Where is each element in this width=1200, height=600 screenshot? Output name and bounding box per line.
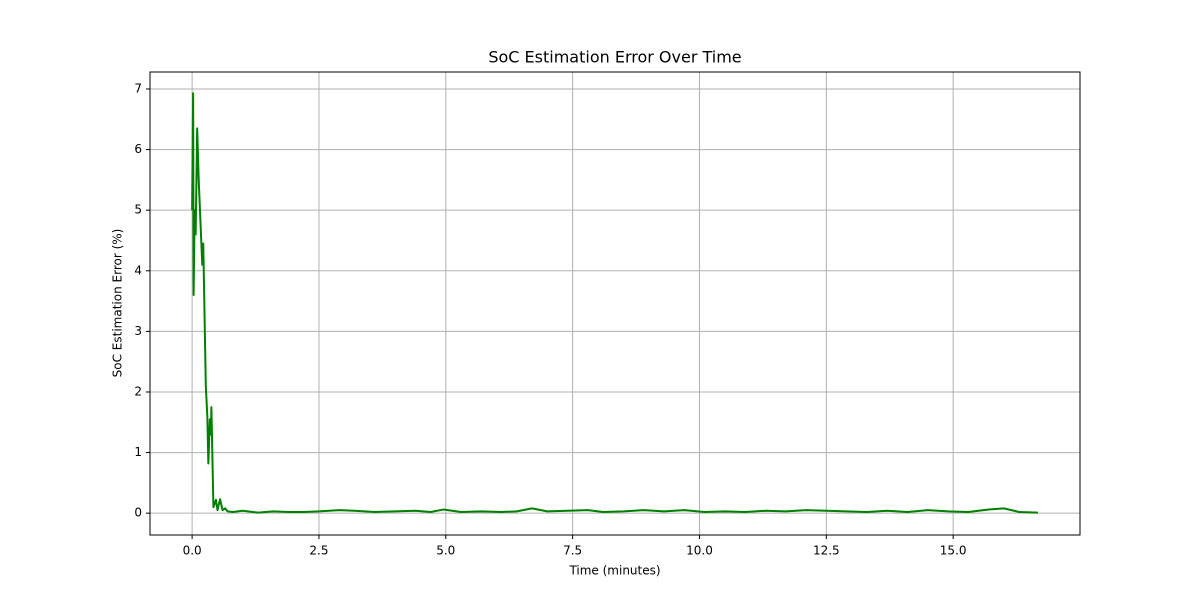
x-tick-label: 12.5 xyxy=(813,544,840,558)
x-tick-label: 0.0 xyxy=(183,544,202,558)
y-tick-label: 6 xyxy=(134,142,142,156)
y-tick-label: 4 xyxy=(134,263,142,277)
x-tick-label: 2.5 xyxy=(309,544,328,558)
plot-frame xyxy=(149,71,1081,536)
x-tick-label: 7.5 xyxy=(563,544,582,558)
y-tick-label: 5 xyxy=(134,203,142,217)
y-tick-label: 1 xyxy=(134,445,142,459)
chart-title: SoC Estimation Error Over Time xyxy=(488,48,741,67)
x-tick-label: 10.0 xyxy=(686,544,713,558)
x-axis-label: Time (minutes) xyxy=(568,564,660,578)
y-tick-label: 2 xyxy=(134,384,142,398)
y-tick-label: 0 xyxy=(134,506,142,520)
data-line xyxy=(191,92,1038,514)
y-tick-label: 7 xyxy=(134,81,142,95)
x-tick-label: 15.0 xyxy=(940,544,967,558)
y-axis-label: SoC Estimation Error (%) xyxy=(111,229,125,378)
y-tick-label: 3 xyxy=(134,324,142,338)
x-tick-label: 5.0 xyxy=(436,544,455,558)
